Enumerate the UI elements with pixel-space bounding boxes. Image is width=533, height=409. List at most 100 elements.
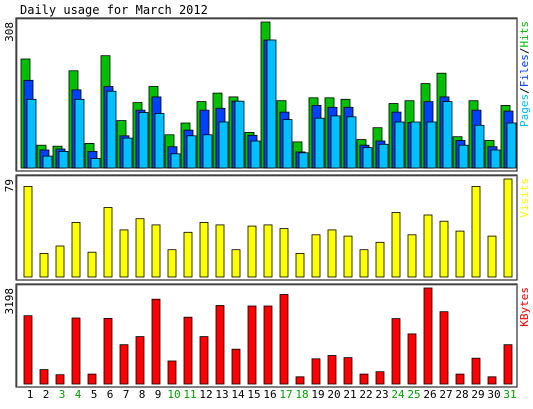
- bar-kbytes: [183, 316, 193, 385]
- x-tick-label: 18: [295, 388, 308, 401]
- bar-visits: [455, 230, 465, 278]
- bar-kbytes: [439, 311, 449, 385]
- bar-visits: [167, 249, 177, 278]
- bar-visits: [231, 249, 241, 278]
- x-tick-label: 5: [91, 388, 98, 401]
- bar-visits: [263, 224, 273, 278]
- bar-pages: [362, 147, 373, 169]
- series-label-part: Files: [518, 54, 531, 87]
- bar-visits: [55, 245, 65, 278]
- bar-pages: [58, 150, 69, 169]
- bar-visits: [343, 235, 353, 278]
- bar-kbytes: [103, 317, 113, 385]
- x-tick-label: 9: [155, 388, 162, 401]
- bar-visits: [311, 234, 321, 278]
- bar-pages: [170, 153, 181, 169]
- bar-kbytes: [295, 376, 305, 385]
- bar-visits: [503, 178, 513, 278]
- bar-visits: [391, 212, 401, 278]
- x-tick-label: 23: [375, 388, 388, 401]
- bar-kbytes: [375, 371, 385, 385]
- bar-visits: [295, 252, 305, 278]
- bar-pages: [314, 117, 325, 169]
- series-label: KBytes: [518, 287, 531, 327]
- bar-kbytes: [279, 294, 289, 385]
- bar-pages: [266, 39, 277, 169]
- panel-visits: 79 Visits: [3, 174, 531, 281]
- bar-kbytes: [359, 373, 369, 385]
- bar-pages: [202, 134, 213, 169]
- bar-kbytes: [455, 373, 465, 385]
- x-tick-label: 7: [123, 388, 130, 401]
- bar-visits: [151, 224, 161, 278]
- series-label-part: /: [518, 87, 531, 94]
- bar-pages: [74, 98, 85, 169]
- x-tick-label: 26: [423, 388, 436, 401]
- bar-pages: [106, 90, 117, 169]
- x-tick-label: 11: [183, 388, 196, 401]
- x-tick-label: 12: [199, 388, 212, 401]
- series-label-part: Pages: [518, 94, 531, 127]
- bar-visits: [423, 214, 433, 278]
- bar-visits: [327, 229, 337, 278]
- x-tick-label: 20: [327, 388, 340, 401]
- series-pages: [26, 39, 517, 169]
- y-max-label: 3198: [3, 288, 16, 315]
- x-tick-label: 14: [231, 388, 245, 401]
- bar-pages: [506, 122, 517, 169]
- x-tick-label: 15: [247, 388, 260, 401]
- bar-kbytes: [423, 287, 433, 385]
- x-tick-label: 29: [471, 388, 484, 401]
- bar-visits: [375, 241, 385, 278]
- y-max-label: 308: [3, 22, 16, 42]
- x-tick-label: 16: [263, 388, 276, 401]
- bar-pages: [42, 155, 53, 169]
- bar-kbytes: [391, 318, 401, 385]
- bar-pages: [410, 121, 421, 169]
- series-label-part: Hits: [518, 21, 531, 48]
- x-tick-label: 6: [107, 388, 114, 401]
- bar-pages: [442, 101, 453, 169]
- bar-visits: [247, 225, 257, 278]
- bar-visits: [359, 249, 369, 278]
- x-tick-label: 25: [407, 388, 420, 401]
- bar-kbytes: [87, 373, 97, 385]
- bar-pages: [90, 158, 101, 169]
- series-kbytes: [23, 287, 513, 385]
- bar-kbytes: [23, 315, 33, 385]
- x-tick-label: 24: [391, 388, 405, 401]
- bar-kbytes: [167, 360, 177, 385]
- bar-kbytes: [151, 298, 161, 385]
- bar-kbytes: [71, 317, 81, 385]
- bar-pages: [186, 135, 197, 169]
- bar-visits: [407, 234, 417, 278]
- x-tick-label: 21: [343, 388, 356, 401]
- bar-pages: [138, 112, 149, 169]
- bar-visits: [471, 185, 481, 278]
- bar-kbytes: [135, 336, 145, 385]
- series-label-part: /: [518, 48, 531, 55]
- x-tick-label: 17: [279, 388, 292, 401]
- bar-pages: [490, 149, 501, 169]
- bar-pages: [282, 119, 293, 169]
- x-tick-label: 27: [439, 388, 452, 401]
- bar-pages: [218, 121, 229, 169]
- chart-title: Daily usage for March 2012: [20, 3, 208, 17]
- bar-visits: [135, 218, 145, 278]
- x-tick-label: 30: [487, 388, 500, 401]
- bar-kbytes: [487, 376, 497, 385]
- bar-pages: [330, 115, 341, 169]
- bar-kbytes: [407, 333, 417, 385]
- bar-kbytes: [215, 305, 225, 385]
- bar-visits: [279, 228, 289, 278]
- bar-visits: [71, 221, 81, 278]
- bar-kbytes: [39, 369, 49, 385]
- series-label: Pages/Files/Hits: [518, 21, 531, 127]
- x-tick-label: 31: [503, 388, 516, 401]
- bar-pages: [234, 100, 245, 169]
- bar-pages: [250, 140, 261, 169]
- bar-pages: [122, 137, 133, 169]
- bar-pages: [394, 121, 405, 169]
